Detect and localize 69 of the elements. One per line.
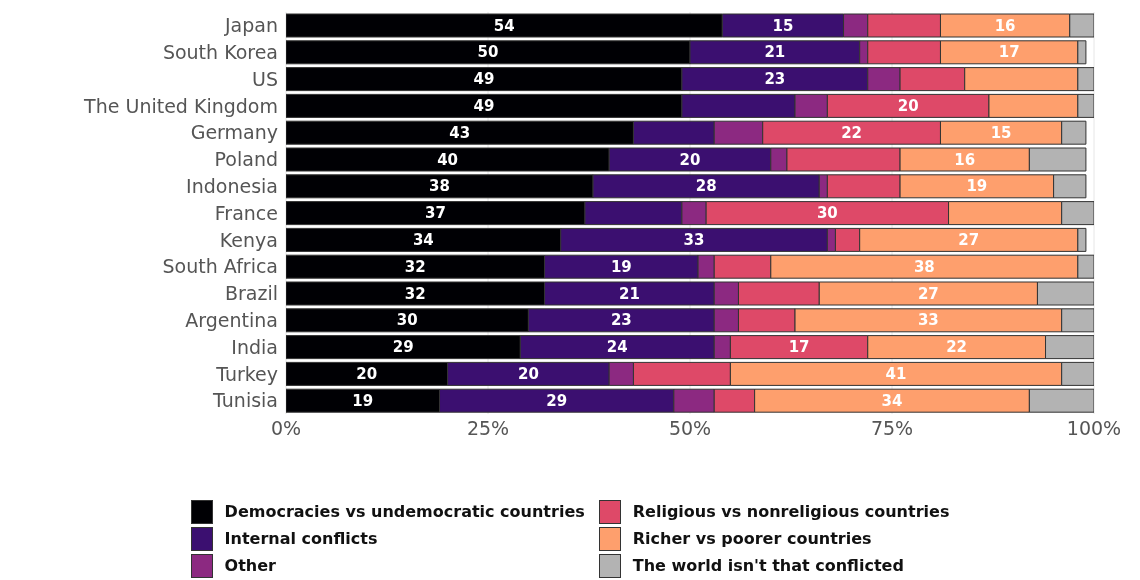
legend-label: Richer vs poorer countries: [632, 529, 872, 548]
x-tick-label: 50%: [668, 417, 712, 440]
data-label: 22: [946, 338, 968, 357]
y-tick-label: South Korea: [162, 40, 278, 63]
data-label: 23: [764, 70, 786, 89]
y-tick-label: The United Kingdom: [83, 94, 278, 117]
y-tick-label: Tunisia: [212, 389, 278, 412]
legend-label: The world isn't that conflicted: [632, 556, 904, 575]
data-label: 50: [477, 43, 499, 62]
y-tick-label: Japan: [224, 14, 278, 37]
data-label: 20: [897, 96, 919, 115]
data-label: 28: [695, 177, 717, 196]
data-label: 49: [473, 70, 495, 89]
data-label: 21: [764, 43, 786, 62]
data-label: 32: [404, 257, 426, 276]
data-label: 40: [437, 150, 459, 169]
data-label: 20: [679, 150, 701, 169]
y-tick-label: Argentina: [185, 308, 278, 331]
data-label: 16: [994, 16, 1016, 35]
data-label: 49: [473, 96, 495, 115]
data-label: 23: [610, 311, 632, 330]
y-tick-label: France: [214, 201, 278, 224]
data-label: 24: [606, 338, 628, 357]
legend-label: Religious vs nonreligious countries: [632, 502, 950, 521]
legend-label: Democracies vs undemocratic countries: [224, 502, 585, 521]
data-label: 32: [404, 284, 426, 303]
data-label: 15: [990, 123, 1012, 142]
data-label: 21: [618, 284, 640, 303]
data-label: 16: [954, 150, 976, 169]
data-label: 30: [816, 204, 838, 223]
data-label: 19: [966, 177, 988, 196]
data-label: 20: [356, 364, 378, 383]
data-label: 33: [683, 230, 705, 249]
legend-label: Internal conflicts: [224, 529, 378, 548]
data-label: 15: [772, 16, 794, 35]
x-tick-label: 100%: [1066, 417, 1122, 440]
y-tick-label: Indonesia: [186, 174, 278, 197]
data-label: 29: [546, 391, 568, 410]
data-label: 19: [610, 257, 632, 276]
y-tick-label: Brazil: [224, 282, 278, 305]
y-tick-label: US: [252, 67, 278, 90]
data-label: 27: [958, 230, 980, 249]
data-label: 29: [392, 338, 414, 357]
y-tick-label: Turkey: [215, 362, 278, 385]
data-label: 43: [449, 123, 471, 142]
data-label: 37: [425, 204, 446, 223]
data-label: 34: [881, 391, 903, 410]
x-tick-label: 75%: [870, 417, 914, 440]
x-tick-label: 25%: [466, 417, 510, 440]
data-label: 19: [352, 391, 374, 410]
data-label: 41: [885, 364, 907, 383]
legend-label: Other: [224, 556, 276, 575]
data-label: 33: [917, 311, 939, 330]
x-tick-label: 0%: [270, 417, 302, 440]
data-label: 38: [913, 257, 935, 276]
data-label: 30: [396, 311, 418, 330]
data-label: 38: [429, 177, 450, 196]
data-label: 27: [917, 284, 939, 303]
y-tick-label: Germany: [190, 121, 278, 144]
y-tick-label: India: [231, 335, 278, 358]
y-tick-label: Poland: [214, 148, 278, 171]
data-label: 54: [493, 16, 515, 35]
data-label: 22: [841, 123, 863, 142]
y-tick-label: South Africa: [162, 255, 278, 278]
y-tick-label: Kenya: [219, 228, 278, 251]
data-label: 34: [412, 230, 434, 249]
data-label: 20: [517, 364, 539, 383]
data-label: 17: [998, 43, 1020, 62]
data-label: 17: [788, 338, 810, 357]
